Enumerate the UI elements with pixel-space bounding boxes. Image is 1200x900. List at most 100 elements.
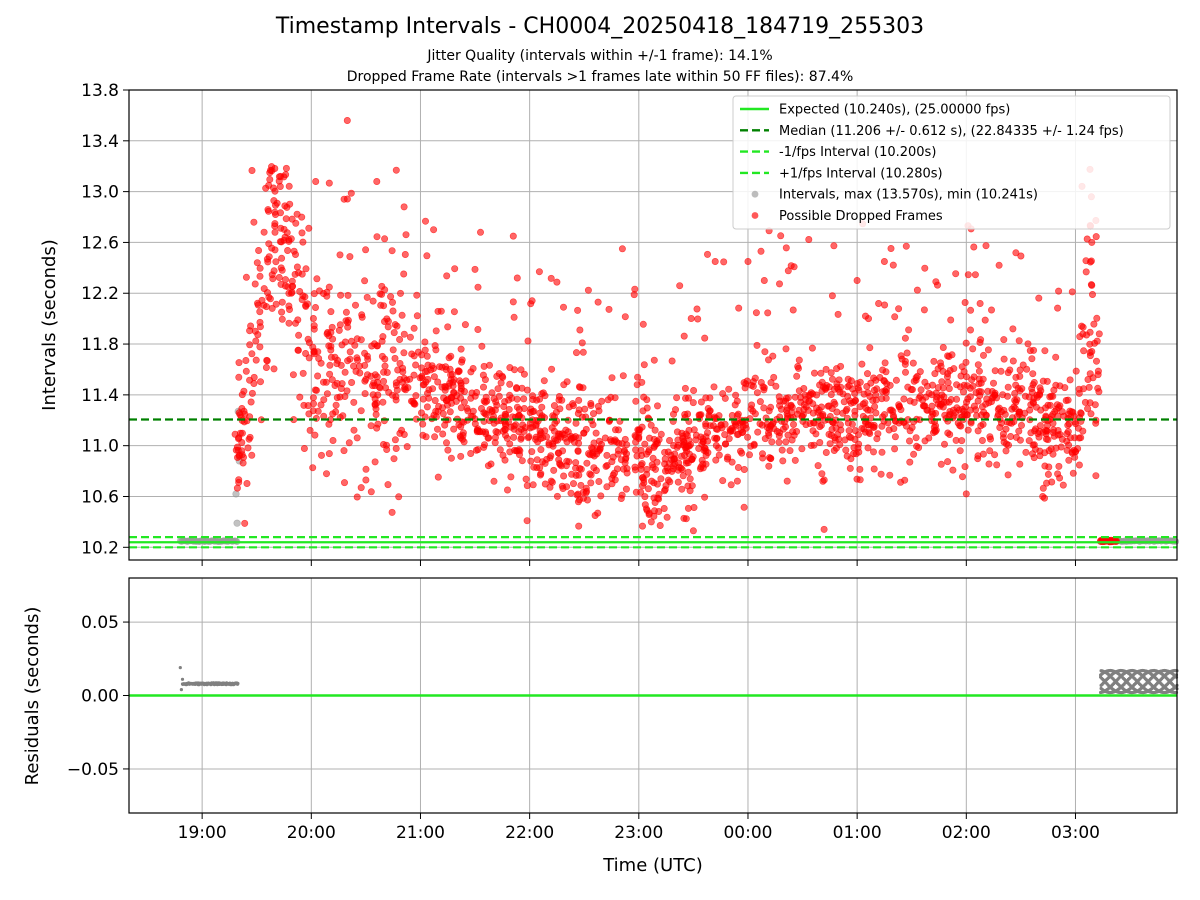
dropped-frame-point (690, 503, 698, 511)
dropped-frame-point (450, 308, 458, 316)
dropped-frame-point (444, 446, 452, 454)
dropped-frame-point (1092, 472, 1100, 480)
dropped-frame-point (638, 482, 646, 490)
dropped-frame-point (782, 438, 790, 446)
dropped-frame-point (944, 379, 952, 387)
dropped-frame-point (966, 326, 974, 334)
dropped-frame-point (956, 421, 964, 429)
dropped-frame-point (844, 392, 852, 400)
dropped-frame-point (1083, 331, 1091, 339)
dropped-frame-point (974, 427, 982, 435)
dropped-frame-point (556, 460, 564, 468)
dropped-frame-point (688, 482, 696, 490)
dropped-frame-point (961, 298, 969, 306)
dropped-frame-point (517, 433, 525, 441)
dropped-frame-point (881, 301, 889, 309)
dropped-frame-point (725, 385, 733, 393)
dropped-frame-point (903, 349, 911, 357)
dropped-frame-point (472, 446, 480, 454)
dropped-frame-point (309, 394, 317, 402)
dropped-frame-point (254, 331, 262, 339)
dropped-frame-point (303, 300, 311, 308)
dropped-frame-point (272, 258, 280, 266)
dropped-frame-point (312, 178, 320, 186)
dropped-frame-point (974, 361, 982, 369)
dropped-frame-point (371, 382, 379, 390)
dropped-frame-point (285, 182, 293, 190)
legend-entry-label: +1/fps Interval (10.280s) (779, 166, 943, 181)
dropped-frame-point (930, 357, 938, 365)
dropped-frame-point (1029, 441, 1037, 449)
dropped-frame-point (579, 348, 587, 356)
dropped-frame-point (575, 522, 583, 530)
dropped-frame-point (1016, 366, 1024, 374)
dropped-frame-point (1064, 396, 1072, 404)
dropped-frame-point (584, 286, 592, 294)
dropped-frame-point (679, 472, 687, 480)
dropped-frame-point (783, 477, 791, 485)
dropped-frame-point (552, 408, 560, 416)
dropped-frame-point (645, 434, 653, 442)
dropped-frame-point (260, 285, 268, 293)
dropped-frame-point (744, 257, 752, 265)
dropped-frame-point (871, 403, 879, 411)
dropped-frame-point (524, 337, 532, 345)
dropped-frame-point (447, 454, 455, 462)
dropped-frame-point (285, 289, 293, 297)
dropped-frame-point (739, 422, 747, 430)
dropped-frame-point (337, 291, 345, 299)
dropped-frame-point (680, 514, 688, 522)
dropped-frame-point (644, 485, 652, 493)
dropped-frame-point (952, 270, 960, 278)
dropped-frame-point (499, 451, 507, 459)
dropped-frame-point (507, 473, 515, 481)
dropped-frame-point (986, 435, 994, 443)
dropped-frame-point (293, 210, 301, 218)
dropped-frame-point (603, 451, 611, 459)
dropped-frame-point (538, 403, 546, 411)
dropped-frame-point (506, 364, 514, 372)
dropped-frame-point (288, 215, 296, 223)
dropped-frame-point (971, 271, 979, 279)
dropped-frame-point (637, 465, 645, 473)
x-tick-label: 19:00 (178, 823, 227, 843)
dropped-frame-point (440, 394, 448, 402)
dropped-frame-point (439, 430, 447, 438)
dropped-frame-point (575, 396, 583, 404)
dropped-frame-point (374, 420, 382, 428)
dropped-frame-point (371, 371, 379, 379)
dropped-frame-point (256, 308, 264, 316)
dropped-frame-point (813, 404, 821, 412)
dropped-frame-point (791, 456, 799, 464)
dropped-frame-point (473, 388, 481, 396)
chart-subtitle-dropped: Dropped Frame Rate (intervals >1 frames … (346, 69, 854, 85)
dropped-frame-point (999, 391, 1007, 399)
dropped-frame-point (312, 414, 320, 422)
dropped-frame-point (982, 400, 990, 408)
dropped-frame-point (541, 480, 549, 488)
dropped-frame-point (1088, 238, 1096, 246)
dropped-frame-point (548, 424, 556, 432)
dropped-frame-point (299, 238, 307, 246)
dropped-frame-point (793, 372, 801, 380)
dropped-frame-point (277, 224, 285, 232)
dropped-frame-point (333, 394, 341, 402)
dropped-frame-point (674, 478, 682, 486)
dropped-frame-point (991, 367, 999, 375)
dropped-frame-point (678, 485, 686, 493)
residual-point (180, 677, 185, 681)
dropped-frame-point (853, 276, 861, 284)
dropped-frame-point (419, 381, 427, 389)
dropped-frame-point (1016, 372, 1024, 380)
dropped-frame-point (391, 436, 399, 444)
dropped-frame-point (378, 337, 386, 345)
dropped-frame-point (981, 316, 989, 324)
dropped-frame-point (265, 181, 273, 189)
dropped-frame-point (940, 393, 948, 401)
dropped-frame-point (256, 378, 264, 386)
dropped-frame-point (668, 357, 676, 365)
dropped-frame-point (643, 404, 651, 412)
dropped-frame-point (381, 235, 389, 243)
dropped-frame-point (1000, 336, 1008, 344)
dropped-frame-point (790, 263, 798, 271)
